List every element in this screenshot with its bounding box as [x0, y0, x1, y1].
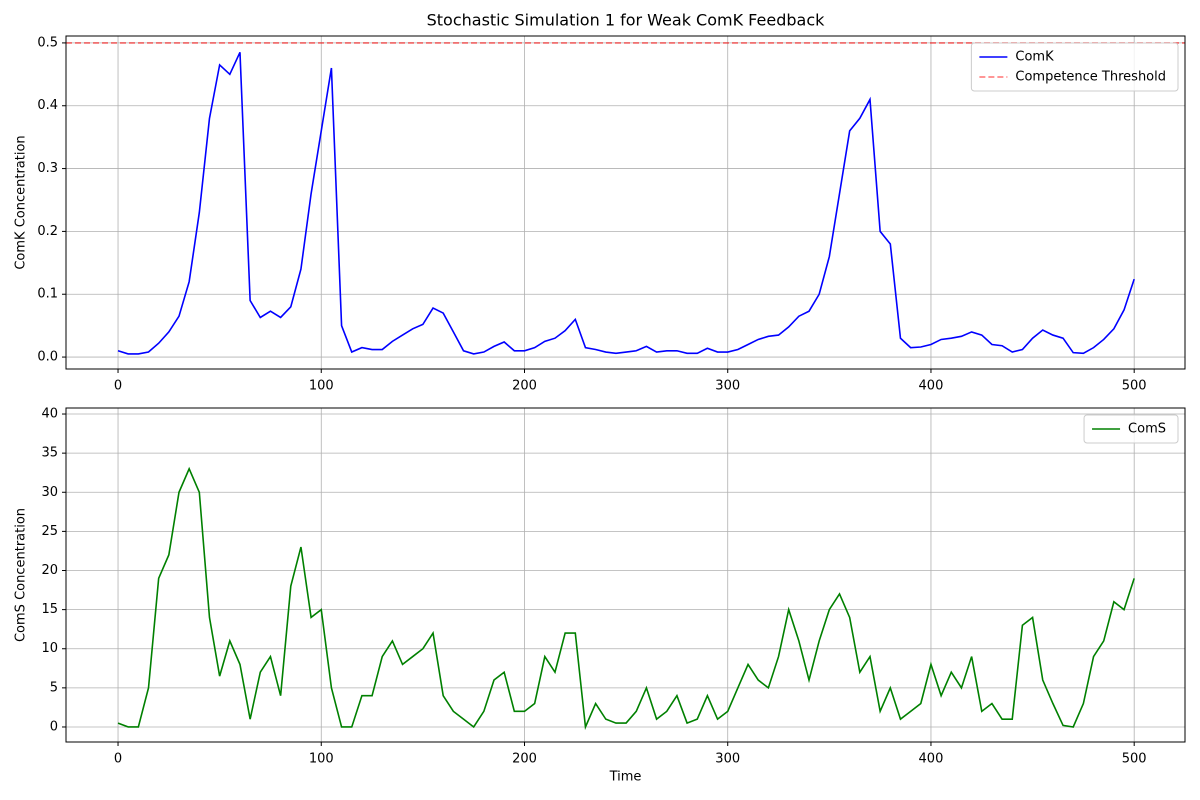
- plot-area: [117, 466, 1135, 731]
- y-axis-label: ComS Concentration: [14, 508, 29, 642]
- data-line: [117, 52, 1135, 355]
- y-tick-label: 10: [41, 641, 58, 656]
- x-tick-label: 200: [512, 379, 537, 394]
- y-tick-label: 15: [41, 602, 58, 617]
- legend-box: [970, 42, 1179, 92]
- data-line: [117, 466, 1135, 731]
- x-tick-label: 400: [919, 379, 944, 394]
- x-tick-label: 0: [114, 752, 122, 767]
- y-tick-label: 0.4: [37, 98, 58, 113]
- x-axis-label: Time: [609, 770, 642, 785]
- y-tick-label: 25: [41, 524, 58, 539]
- legend: ComK Competence Threshold: [970, 42, 1179, 92]
- y-tick-label: 30: [41, 485, 58, 500]
- y-tick-label: 20: [41, 563, 58, 578]
- legend: ComS: [1083, 414, 1179, 444]
- x-tick-label: 100: [309, 752, 334, 767]
- y-tick-label: 0.0: [37, 350, 58, 365]
- y-tick-label: 35: [41, 446, 58, 461]
- legend-label: ComK: [1015, 50, 1054, 65]
- x-tick-label: 300: [715, 752, 740, 767]
- x-tick-label: 500: [1122, 752, 1147, 767]
- y-tick-label: 5: [50, 680, 58, 695]
- x-tick-label: 100: [309, 379, 334, 394]
- x-tick-label: 200: [512, 752, 537, 767]
- axes-frame: [65, 35, 1186, 370]
- chart-title: Stochastic Simulation 1 for Weak ComK Fe…: [427, 11, 826, 30]
- y-axis-label: ComK Concentration: [14, 135, 29, 269]
- legend-label: Competence Threshold: [1015, 70, 1166, 85]
- y-tick-label: 0.1: [37, 287, 58, 302]
- legend-label: ComS: [1128, 422, 1166, 437]
- x-tick-label: 500: [1122, 379, 1147, 394]
- axes-frame: [65, 407, 1186, 743]
- legend-box: [1083, 414, 1179, 444]
- y-tick-label: 0.2: [37, 224, 58, 239]
- x-tick-label: 300: [715, 379, 740, 394]
- x-tick-label: 0: [114, 379, 122, 394]
- y-tick-label: 40: [41, 407, 58, 422]
- x-tick-label: 400: [919, 752, 944, 767]
- y-tick-label: 0: [50, 719, 58, 734]
- y-tick-label: 0.5: [37, 35, 58, 50]
- y-tick-label: 0.3: [37, 161, 58, 176]
